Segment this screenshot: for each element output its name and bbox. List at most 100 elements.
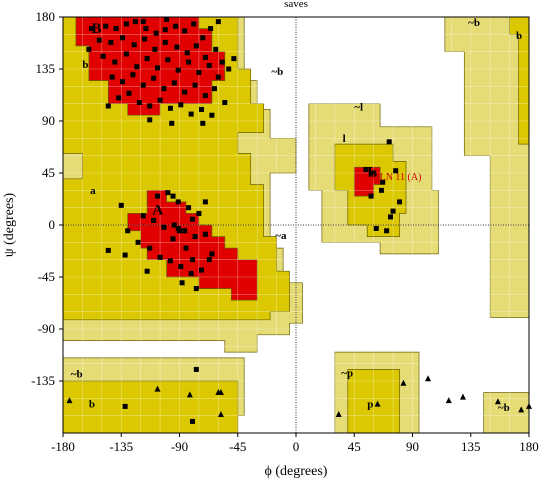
residue-point-square	[202, 54, 208, 60]
residue-point-square	[157, 97, 163, 103]
residue-point-square	[103, 23, 109, 29]
region-label: ~a	[275, 230, 287, 242]
residue-point-square	[170, 236, 176, 242]
x-tick-label: -135	[109, 439, 133, 454]
residue-point-triangle	[374, 400, 381, 407]
residue-point-square	[206, 63, 212, 69]
residue-point-square	[109, 74, 115, 80]
residue-point-square	[134, 64, 140, 70]
x-tick-label: -45	[229, 439, 246, 454]
region-label: a	[90, 185, 96, 197]
residue-point-square	[222, 100, 228, 106]
residue-point-square	[384, 228, 390, 234]
residue-point-square	[86, 46, 92, 52]
residue-point-square	[108, 39, 114, 45]
y-tick-label: -45	[38, 269, 55, 284]
highlight-label: GLN 11 (A)	[372, 172, 421, 183]
residue-point-square	[140, 213, 146, 219]
region-label: A	[152, 203, 163, 219]
residue-point-square	[122, 403, 128, 409]
residue-point-triangle	[186, 391, 193, 398]
residue-point-square	[380, 179, 386, 185]
y-tick-label: 180	[36, 9, 56, 24]
residue-point-square	[126, 90, 132, 96]
residue-point-square	[153, 30, 159, 36]
y-tick-label: 90	[42, 113, 55, 128]
residue-point-square	[386, 139, 392, 145]
residue-point-square	[143, 26, 149, 32]
region-label: ~b	[498, 402, 510, 414]
residue-point-square	[393, 168, 399, 174]
y-tick-label: -90	[38, 321, 55, 336]
residue-point-square	[144, 56, 150, 62]
residue-point-square	[152, 46, 158, 52]
x-tick-label: 90	[406, 439, 419, 454]
residue-point-square	[161, 86, 167, 92]
residue-point-triangle	[66, 397, 73, 404]
residue-point-triangle	[518, 406, 525, 413]
x-tick-label: 135	[461, 439, 481, 454]
region-label: p	[367, 399, 373, 411]
residue-point-square	[196, 69, 202, 75]
residue-point-square	[193, 43, 199, 49]
region-label: l	[343, 133, 346, 145]
residue-point-square	[144, 268, 150, 274]
residue-point-square	[182, 28, 188, 34]
residue-point-square	[186, 205, 192, 211]
residue-point-square	[130, 72, 136, 78]
residue-point-square	[186, 59, 192, 65]
residue-point-triangle	[425, 375, 432, 382]
residue-point-square	[177, 228, 182, 234]
residue-point-square	[178, 102, 184, 108]
residue-point-square	[96, 37, 102, 43]
residue-point-square	[189, 257, 195, 263]
residue-point-square	[162, 27, 168, 33]
residue-point-square	[387, 214, 393, 220]
residue-point-square	[189, 216, 195, 222]
residue-point-square	[122, 252, 128, 258]
residue-point-square	[123, 21, 129, 27]
residue-point-square	[378, 187, 384, 193]
residue-point-square	[165, 190, 171, 196]
residue-point-square	[165, 57, 171, 63]
residue-point-square	[188, 271, 194, 277]
axis-ticks: -180 -135 -90 -45 0 45 90 135 180 -135 -90 -45 0 45 90…	[31, 9, 539, 454]
residue-point-square	[206, 257, 212, 263]
y-tick-label: 45	[42, 165, 55, 180]
residue-point-square	[209, 112, 215, 118]
region-label: ~p	[341, 367, 353, 379]
residue-point-square	[125, 228, 131, 234]
residue-point-triangle	[400, 379, 407, 386]
residue-point-square	[192, 234, 198, 240]
residue-point-square	[215, 19, 221, 25]
residue-point-square	[170, 193, 176, 199]
residue-point-square	[184, 50, 190, 56]
residue-point-square	[151, 217, 157, 223]
x-tick-label: -180	[51, 439, 75, 454]
residue-point-square	[120, 79, 126, 85]
residue-point-square	[161, 224, 167, 230]
residue-point-square	[142, 36, 148, 42]
x-axis-label: ϕ (degrees)	[265, 464, 328, 479]
residue-point-square	[199, 267, 205, 273]
residue-point-square	[173, 23, 179, 29]
x-tick-label: 0	[293, 439, 300, 454]
residue-point-square	[164, 16, 170, 22]
residue-point-square	[154, 65, 160, 71]
residue-point-square	[136, 100, 142, 106]
residue-point-square	[174, 44, 180, 50]
residue-point-square	[120, 35, 126, 41]
region-label: ~b	[271, 66, 283, 78]
residue-point-square	[202, 199, 208, 205]
y-axis-label: ψ (degrees)	[2, 192, 17, 257]
residue-point-square	[200, 35, 206, 41]
residue-point-square	[131, 42, 137, 48]
residue-point-square	[140, 82, 146, 88]
allowed-regions	[62, 16, 530, 434]
residue-point-triangle	[445, 397, 452, 404]
residue-point-square	[209, 251, 215, 257]
residue-point-square	[151, 75, 157, 81]
residue-point-triangle	[459, 393, 466, 400]
residue-point-square	[112, 59, 118, 65]
